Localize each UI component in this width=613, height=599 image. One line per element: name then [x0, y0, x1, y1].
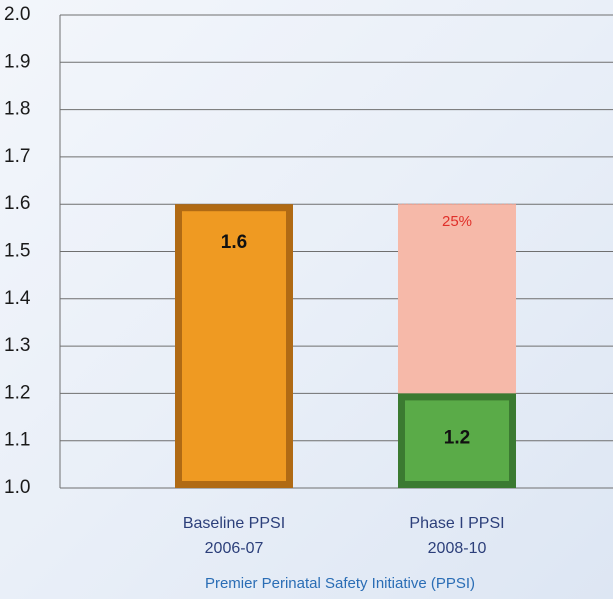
x-tick-label: 2008-10: [428, 540, 487, 557]
y-tick-label: 1.6: [4, 193, 30, 214]
y-tick-label: 1.8: [4, 99, 30, 120]
y-tick-label: 1.5: [4, 241, 30, 262]
y-tick-label: 1.9: [4, 51, 30, 72]
y-tick-label: 1.7: [4, 146, 30, 167]
y-tick-label: 1.1: [4, 430, 30, 451]
bar: [398, 393, 516, 488]
value-label: 1.6: [221, 232, 247, 253]
y-tick-label: 1.0: [4, 477, 30, 498]
x-tick-label: Phase I PPSI: [409, 515, 504, 532]
x-tick-label: 2006-07: [205, 540, 264, 557]
x-axis-title: Premier Perinatal Safety Initiative (PPS…: [205, 575, 475, 592]
x-tick-label: Baseline PPSI: [183, 515, 285, 532]
reduction-label: 25%: [442, 213, 472, 230]
y-tick-label: 1.4: [4, 288, 31, 309]
y-tick-label: 1.3: [4, 335, 30, 356]
y-tick-label: 1.2: [4, 382, 30, 403]
reduction-segment: [398, 204, 516, 394]
bar: [175, 204, 293, 488]
value-label: 1.2: [444, 427, 470, 448]
y-tick-label: 2.0: [4, 4, 30, 25]
